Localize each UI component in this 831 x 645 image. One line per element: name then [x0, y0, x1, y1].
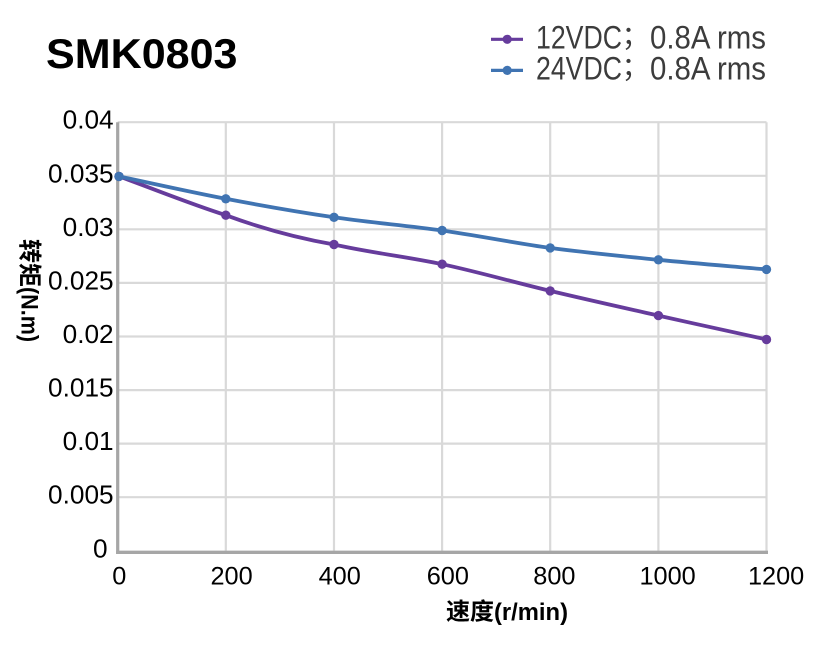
svg-text:200: 200 [210, 563, 252, 591]
svg-text:400: 400 [319, 563, 361, 591]
svg-text:0.02: 0.02 [63, 319, 114, 349]
svg-text:12VDC: 12VDC [536, 19, 622, 55]
svg-text:(N.m): (N.m) [15, 287, 42, 342]
svg-text:0.005: 0.005 [48, 480, 114, 510]
svg-text:0.01: 0.01 [63, 426, 114, 456]
svg-text:24VDC: 24VDC [536, 51, 622, 87]
svg-text:0.035: 0.035 [48, 158, 114, 188]
svg-text:0: 0 [112, 563, 126, 591]
svg-text:SMK0803: SMK0803 [46, 30, 237, 77]
svg-text:0.04: 0.04 [63, 105, 114, 135]
svg-text:0: 0 [93, 533, 108, 563]
svg-text:1000: 1000 [639, 563, 695, 591]
svg-text:800: 800 [533, 563, 575, 591]
svg-text:0.025: 0.025 [48, 265, 114, 295]
svg-text:600: 600 [427, 563, 469, 591]
svg-text:0.03: 0.03 [63, 212, 114, 242]
svg-text:0.8A rms: 0.8A rms [650, 19, 766, 55]
svg-text:0.8A rms: 0.8A rms [650, 51, 766, 87]
svg-text:1200: 1200 [748, 563, 804, 591]
svg-text:(r/min): (r/min) [494, 599, 568, 626]
svg-text:0.015: 0.015 [48, 373, 114, 403]
